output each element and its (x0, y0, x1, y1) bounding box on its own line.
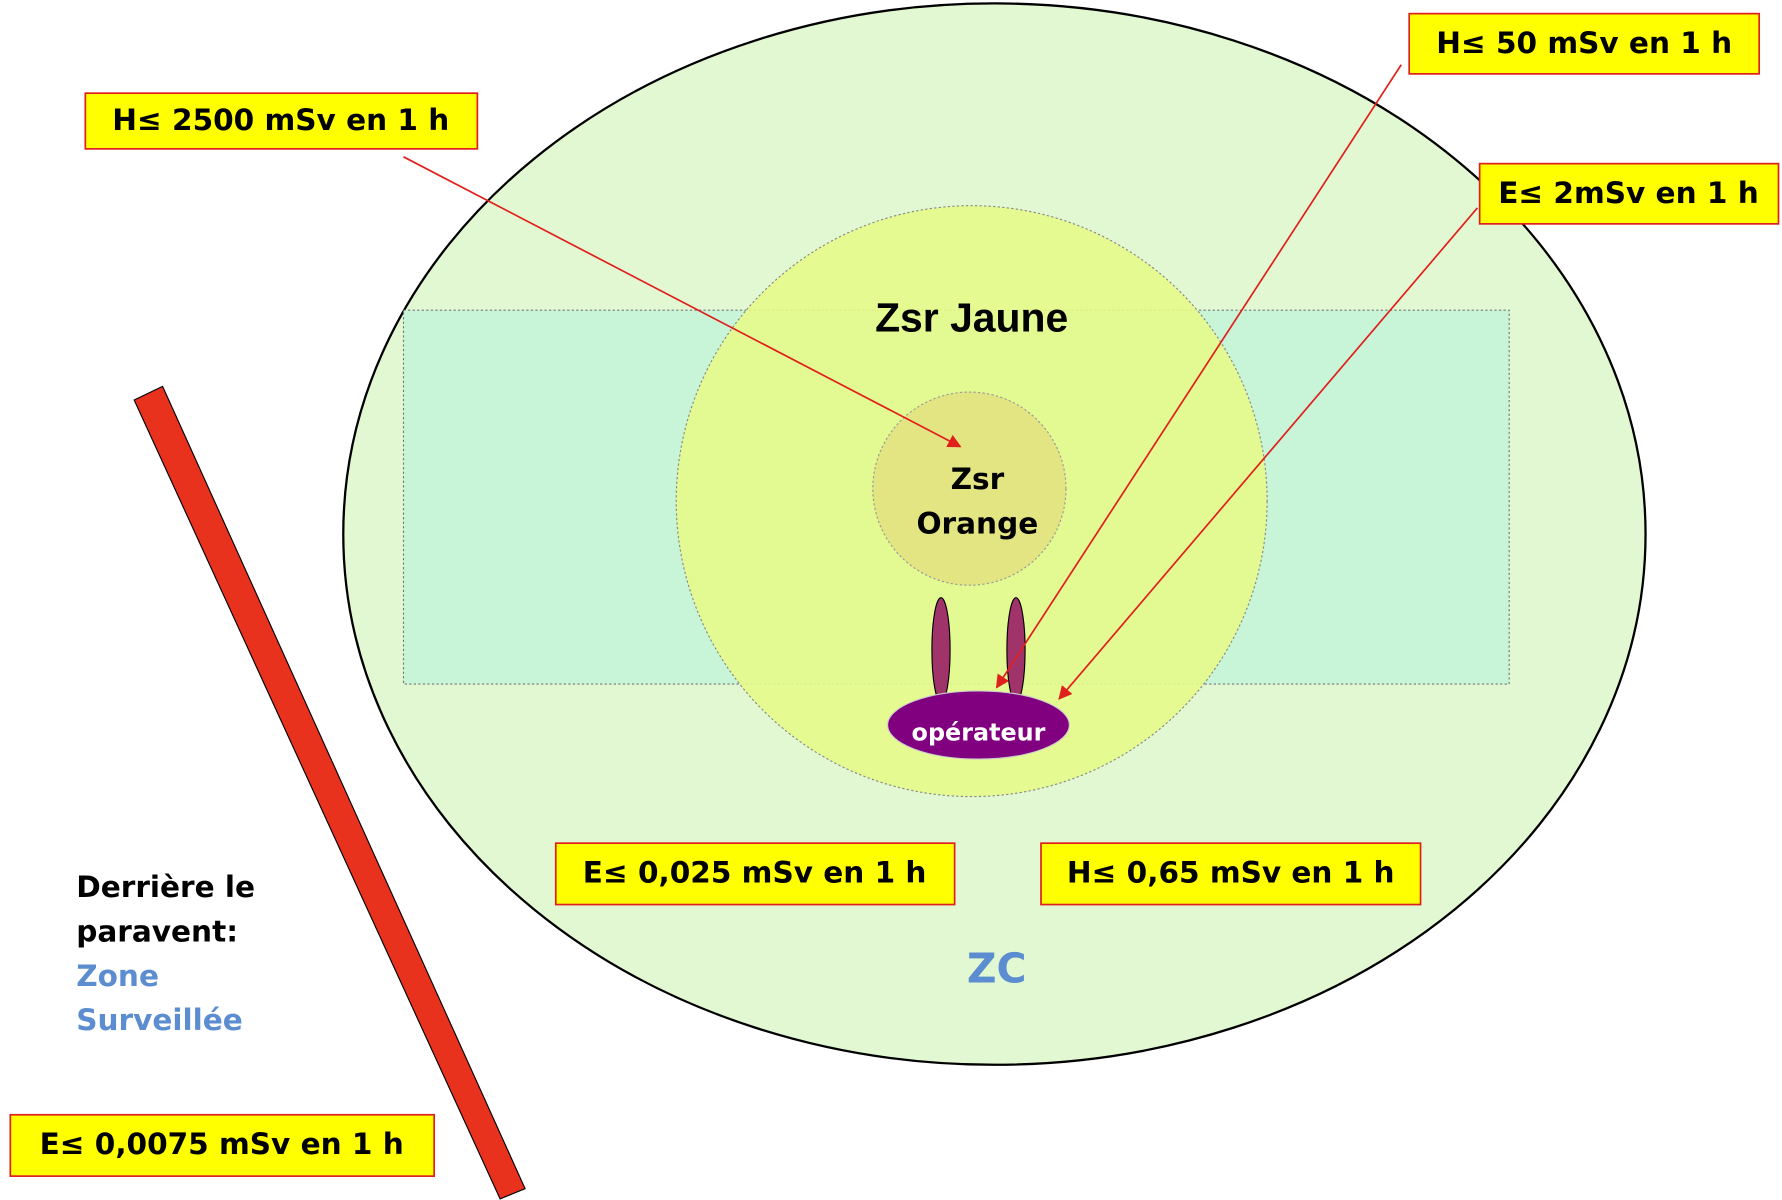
dose-text: E≤ 0,0075 mSv en 1 h (40, 1127, 404, 1161)
dose-label: E≤ 2mSv en 1 h (1478, 162, 1780, 225)
orange-zone-label: Orange (916, 507, 1038, 541)
dose-text: H≤ 0,65 mSv en 1 h (1067, 855, 1395, 889)
arrow (1058, 207, 1479, 700)
zc-label: ZC (967, 945, 1027, 993)
dose-label: H≤ 2500 mSv en 1 h (84, 92, 479, 150)
dose-text: H≤ 50 mSv en 1 h (1436, 26, 1732, 60)
screen (133, 385, 526, 1200)
arrow (403, 156, 962, 448)
arrow (995, 64, 1402, 689)
operator-label: opérateur (912, 719, 1046, 747)
leg (931, 597, 951, 703)
orange-zone-label: Zsr (951, 462, 1005, 496)
dose-label: H≤ 0,65 mSv en 1 h (1040, 842, 1422, 906)
operator (887, 690, 1070, 760)
dose-label: E≤ 0,025 mSv en 1 h (554, 842, 956, 906)
screen-note: paravent: (76, 914, 238, 948)
yellow-zone-label: Zsr Jaune (875, 294, 1068, 340)
dose-label: E≤ 0,0075 mSv en 1 h (9, 1113, 436, 1177)
dose-text: E≤ 2mSv en 1 h (1498, 176, 1759, 210)
screen-zone: Surveillée (76, 1003, 243, 1037)
screen-zone: Zone (76, 959, 159, 993)
orange-zone (872, 391, 1067, 586)
screen-note: Derrière le (76, 870, 255, 904)
dose-label: H≤ 50 mSv en 1 h (1408, 12, 1761, 75)
leg (1006, 597, 1026, 703)
dose-text: H≤ 2500 mSv en 1 h (112, 103, 449, 137)
dose-text: E≤ 0,025 mSv en 1 h (583, 855, 927, 889)
